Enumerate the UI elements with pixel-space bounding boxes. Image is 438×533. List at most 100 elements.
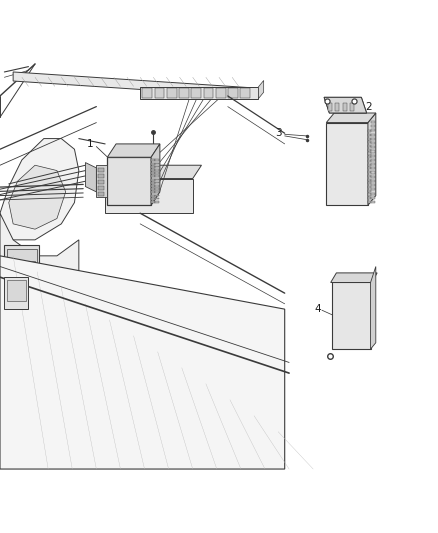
Bar [216,88,226,98]
Bar [155,198,159,199]
Bar [155,175,159,177]
Polygon shape [105,165,201,179]
Bar [368,156,371,158]
Bar [151,185,155,187]
Bar [155,88,164,98]
Bar [368,130,371,132]
Bar [155,195,159,196]
Bar [371,192,375,195]
Circle shape [25,180,49,209]
Bar [7,249,37,280]
Polygon shape [324,98,367,113]
Bar [371,121,375,123]
Bar [368,175,371,177]
Bar [371,134,375,136]
Bar [368,190,371,192]
Bar [371,167,375,169]
Bar [350,103,354,111]
Polygon shape [0,213,79,309]
Bar [155,163,159,164]
Bar [328,103,332,111]
Bar [155,172,159,174]
Bar [151,163,155,165]
Bar [204,88,213,98]
Bar [155,191,159,193]
Circle shape [24,210,29,216]
Bar [371,150,375,152]
Bar [371,130,375,132]
Bar [368,197,371,199]
Bar [371,184,375,186]
Polygon shape [107,144,160,157]
Bar [151,195,155,197]
Bar [368,160,371,162]
Bar [371,188,375,190]
Bar [371,163,375,165]
Polygon shape [9,165,66,229]
Bar [368,138,371,140]
Bar [151,179,155,181]
Bar [371,142,375,144]
Circle shape [19,178,25,184]
Bar [155,179,159,180]
Polygon shape [151,144,160,205]
Bar [98,192,104,196]
Bar [151,172,155,174]
Bar [151,188,155,190]
Bar [371,172,375,174]
Circle shape [59,205,64,211]
Bar [151,175,155,177]
Bar [368,152,371,155]
Bar [371,125,375,127]
Bar [371,201,375,203]
Bar [191,88,201,98]
Bar [371,155,375,157]
Bar [155,166,159,167]
Bar [107,157,151,205]
Polygon shape [258,80,264,99]
Bar [368,167,371,169]
Circle shape [50,173,55,179]
Bar [9,261,16,276]
Text: 4: 4 [314,304,321,314]
Polygon shape [368,113,376,205]
Bar [155,159,159,161]
Bar [368,145,371,147]
Polygon shape [0,256,285,469]
Text: 1: 1 [364,167,371,176]
Text: 1: 1 [86,139,93,149]
Bar [155,185,159,187]
Bar [140,87,258,99]
Bar [371,138,375,140]
Bar [343,103,347,111]
Bar [368,182,371,184]
Bar [368,164,371,166]
Bar [368,201,371,203]
Bar [155,169,159,171]
Polygon shape [371,266,376,349]
Bar [368,193,371,196]
Bar [98,168,104,172]
Bar [368,171,371,173]
Bar [18,261,25,276]
Bar [179,88,189,98]
Bar [155,182,159,183]
Bar [368,186,371,188]
Bar [151,169,155,171]
Bar [371,146,375,148]
Bar [28,261,35,276]
Bar [371,159,375,161]
Bar [155,188,159,190]
Polygon shape [85,163,96,192]
Bar [368,134,371,136]
Bar [151,182,155,184]
Text: 3: 3 [275,128,282,138]
Polygon shape [96,165,107,197]
Bar [371,176,375,178]
Bar [151,166,155,168]
Bar [105,179,193,213]
Polygon shape [0,139,79,240]
Bar [4,277,28,309]
Polygon shape [331,273,377,282]
Text: 2: 2 [365,102,372,111]
